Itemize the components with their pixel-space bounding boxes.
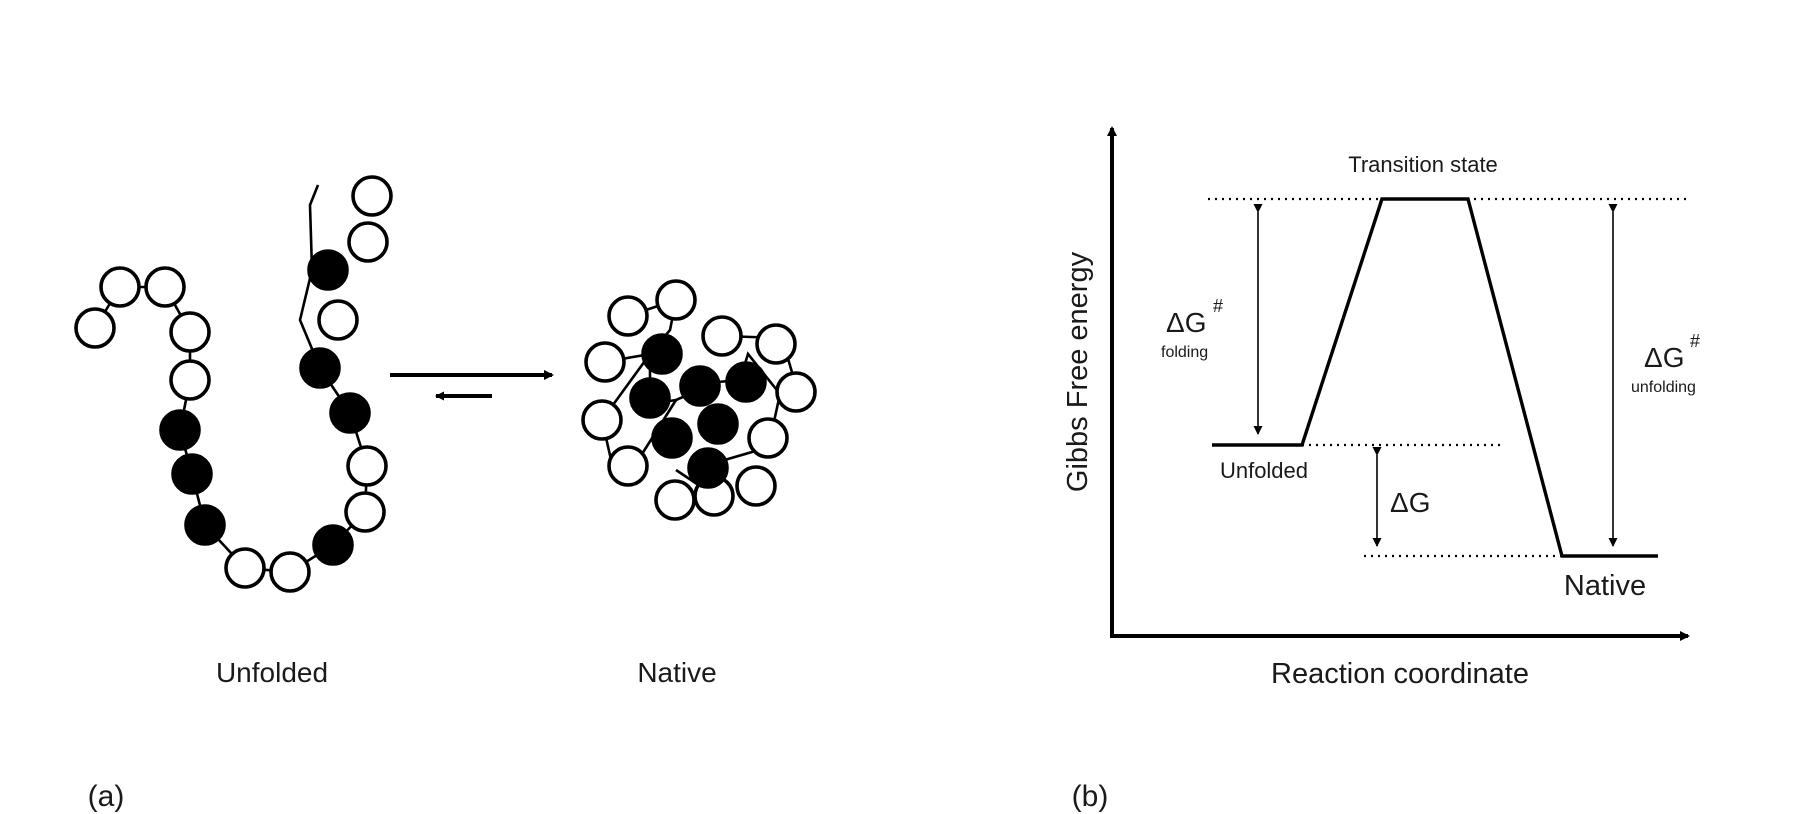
hydrophilic-residue [317,299,359,341]
hydrophobic-residue [641,333,683,375]
dg-folding-superscript: # [1213,296,1223,316]
hydrophilic-residue [169,359,211,401]
hydrophobic-residue [629,377,671,419]
hydrophilic-residue [701,315,743,357]
hydrophobic-residue [159,409,201,451]
panel-b-label: (b) [1072,780,1109,813]
hydrophobic-residue [184,504,226,546]
dg-unfolding-subscript: unfolding [1631,379,1696,396]
hydrophilic-residue [747,417,789,459]
x-axis-label: Reaction coordinate [1271,658,1529,690]
dg-folding-symbol: ΔG [1166,307,1206,338]
hydrophilic-residue [347,221,389,263]
hydrophilic-residue [74,307,116,349]
hydrophobic-residue [697,403,739,445]
hydrophobic-residue [299,347,341,389]
hydrophilic-residue [344,491,386,533]
dg-folding-label: ΔG # folding [1161,296,1223,361]
hydrophobic-residue [651,417,693,459]
hydrophilic-residue [735,465,777,507]
hydrophobic-residue [307,249,349,291]
energy-axes [1107,126,1690,641]
hydrophilic-residue [655,279,697,321]
y-axis-label: Gibbs Free energy [1062,251,1094,492]
hydrophobic-residue [725,361,767,403]
hydrophobic-residue [687,447,729,489]
dg-unfolding-symbol: ΔG [1644,342,1684,373]
reference-lines [1208,197,1690,558]
hydrophobic-residue [312,524,354,566]
transition-state-label: Transition state [1348,152,1498,177]
hydrophilic-residue [144,266,186,308]
hydrophilic-residue [99,266,141,308]
hydrophilic-residue [269,551,311,593]
panel-b: Gibbs Free energy Reaction coordinate Tr… [1062,126,1700,813]
equilibrium-arrows [390,370,554,401]
native-globule [581,279,817,521]
hydrophilic-residue [224,547,266,589]
energy-difference-arrows [1253,204,1618,547]
dg-stability-label: ΔG [1390,487,1430,518]
native-beads [581,279,817,521]
hydrophilic-residue [169,311,211,353]
native-caption: Native [637,657,716,688]
unfolded-state-label: Unfolded [1220,458,1308,483]
energy-profile [1212,197,1658,558]
unfolded-caption: Unfolded [216,657,328,688]
hydrophilic-residue [654,479,696,521]
hydrophilic-residue [584,341,626,383]
unfolded-chain-beads [74,175,393,593]
dg-unfolding-superscript: # [1690,331,1700,351]
dg-folding-subscript: folding [1161,344,1208,361]
hydrophilic-residue [755,323,797,365]
hydrophilic-residue [581,399,623,441]
dg-unfolding-label: ΔG # unfolding [1631,331,1700,396]
unfolded-chain [74,175,393,593]
hydrophilic-residue [607,445,649,487]
native-state-label: Native [1564,570,1646,602]
hydrophilic-residue [775,371,817,413]
hydrophilic-residue [346,445,388,487]
hydrophilic-residue [607,295,649,337]
hydrophobic-residue [679,365,721,407]
hydrophilic-residue [351,175,393,217]
panel-a: Unfolded Native (a) [74,175,817,813]
hydrophobic-residue [329,392,371,434]
panel-a-label: (a) [88,780,125,813]
hydrophobic-residue [171,453,213,495]
